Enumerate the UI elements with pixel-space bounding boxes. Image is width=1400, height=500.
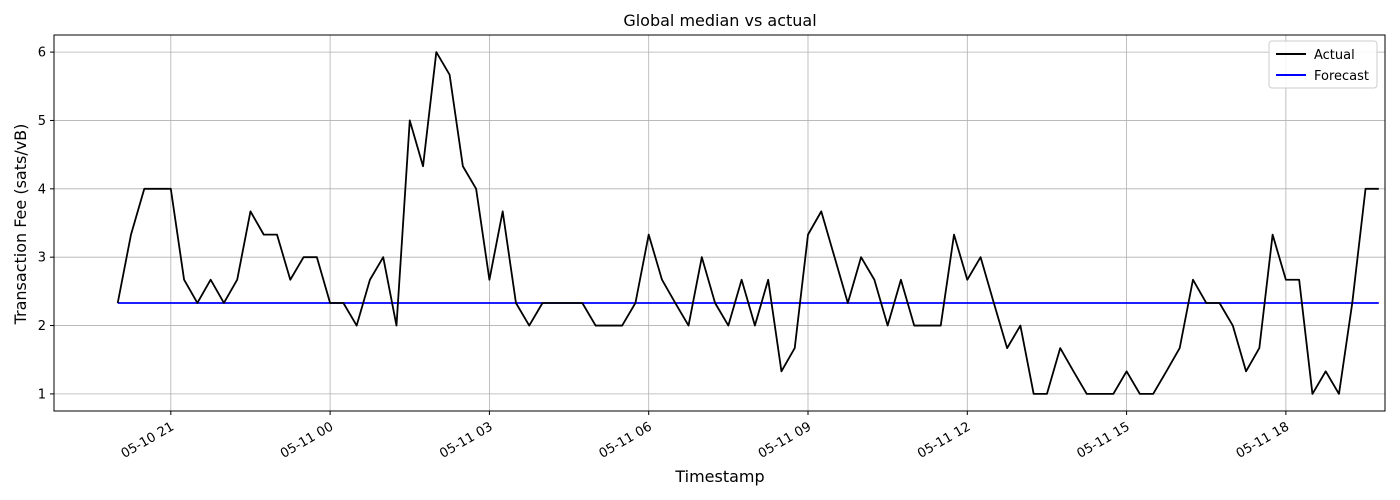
chart-title: Global median vs actual [623,11,816,30]
y-tick-label: 5 [38,114,46,129]
x-tick-label: 05-11 03 [437,419,495,461]
y-tick-label: 1 [38,387,46,402]
x-tick-label: 05-11 15 [1074,419,1132,461]
grid-layer [54,35,1385,411]
ticks-layer: 1 2 3 4 5 6 05-10 21 05-11 00 05-11 03 05-11 06 05… [38,46,1292,462]
series-layer [116,51,1379,395]
x-tick-label: 05-11 12 [915,419,973,461]
x-tick-label: 05-11 06 [597,419,655,461]
x-tick-label: 05-11 18 [1234,419,1292,461]
y-tick-label: 6 [38,46,46,61]
y-tick-label: 2 [38,319,46,334]
series-line-actual [116,51,1379,395]
plot-frame [53,34,1386,412]
x-axis-label: Timestamp [674,467,764,486]
x-tick-label: 05-11 00 [278,419,336,461]
legend: Actual Forecast [1268,40,1378,89]
x-tick-label: 05-11 09 [756,419,814,461]
legend-box [1268,40,1378,89]
y-tick-label: 3 [38,251,46,266]
y-axis-label: Transaction Fee (sats/vB) [11,124,30,326]
legend-label-forecast: Forecast [1314,69,1369,84]
y-tick-label: 4 [38,182,46,197]
legend-label-actual: Actual [1314,48,1355,63]
x-tick-label: 05-10 21 [119,419,177,461]
